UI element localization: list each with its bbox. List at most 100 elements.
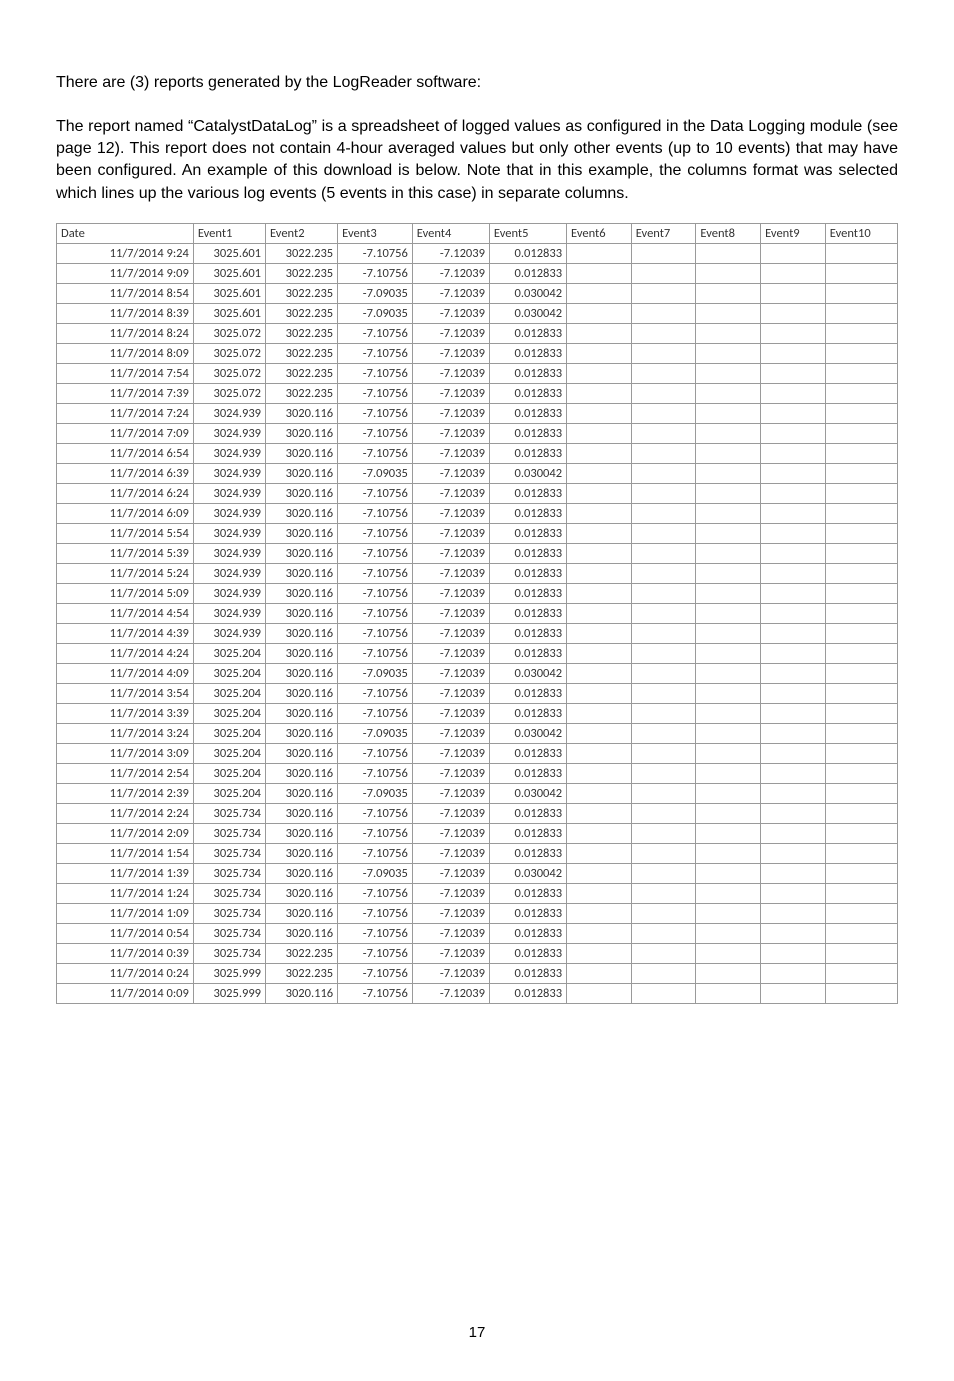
- table-cell: -7.12039: [412, 944, 489, 964]
- body-paragraph: The report named “CatalystDataLog” is a …: [56, 116, 898, 206]
- table-cell: [696, 784, 761, 804]
- table-cell: 11/7/2014 7:09: [57, 424, 194, 444]
- table-cell: 3022.235: [266, 944, 338, 964]
- table-cell: [696, 904, 761, 924]
- table-cell: [761, 564, 826, 584]
- table-cell: -7.10756: [338, 504, 413, 524]
- table-cell: 0.012833: [489, 344, 566, 364]
- table-cell: [761, 844, 826, 864]
- table-cell: [631, 264, 696, 284]
- table-header-cell: Event6: [567, 224, 632, 244]
- table-cell: 3020.116: [266, 504, 338, 524]
- table-cell: [696, 244, 761, 264]
- table-cell: [696, 444, 761, 464]
- table-header-cell: Event1: [193, 224, 265, 244]
- table-cell: 11/7/2014 7:54: [57, 364, 194, 384]
- table-cell: 11/7/2014 9:24: [57, 244, 194, 264]
- table-cell: [696, 864, 761, 884]
- table-cell: -7.12039: [412, 804, 489, 824]
- table-cell: 0.012833: [489, 824, 566, 844]
- table-cell: [825, 444, 897, 464]
- table-cell: 11/7/2014 2:09: [57, 824, 194, 844]
- table-cell: [825, 244, 897, 264]
- table-cell: 3020.116: [266, 984, 338, 1004]
- table-cell: 3024.939: [193, 424, 265, 444]
- table-cell: 0.012833: [489, 904, 566, 924]
- table-row: 11/7/2014 1:393025.7343020.116-7.09035-7…: [57, 864, 898, 884]
- table-cell: [761, 684, 826, 704]
- table-cell: 3025.204: [193, 784, 265, 804]
- table-cell: [631, 564, 696, 584]
- table-cell: 3024.939: [193, 624, 265, 644]
- table-row: 11/7/2014 7:393025.0723022.235-7.10756-7…: [57, 384, 898, 404]
- intro-paragraph: There are (3) reports generated by the L…: [56, 72, 898, 94]
- table-cell: 0.012833: [489, 384, 566, 404]
- table-cell: 3025.204: [193, 684, 265, 704]
- table-cell: -7.12039: [412, 624, 489, 644]
- table-cell: -7.10756: [338, 384, 413, 404]
- table-cell: 0.012833: [489, 604, 566, 624]
- table-cell: [825, 624, 897, 644]
- table-cell: -7.12039: [412, 324, 489, 344]
- table-row: 11/7/2014 7:093024.9393020.116-7.10756-7…: [57, 424, 898, 444]
- table-cell: -7.10756: [338, 984, 413, 1004]
- table-cell: 3020.116: [266, 764, 338, 784]
- table-cell: [696, 724, 761, 744]
- table-header-cell: Event3: [338, 224, 413, 244]
- table-cell: [696, 824, 761, 844]
- table-cell: 3025.999: [193, 964, 265, 984]
- table-cell: [761, 484, 826, 504]
- table-cell: 11/7/2014 3:39: [57, 704, 194, 724]
- table-cell: 3025.204: [193, 744, 265, 764]
- table-cell: 3022.235: [266, 304, 338, 324]
- table-row: 11/7/2014 6:243024.9393020.116-7.10756-7…: [57, 484, 898, 504]
- table-cell: [567, 864, 632, 884]
- table-cell: [631, 384, 696, 404]
- table-row: 11/7/2014 3:093025.2043020.116-7.10756-7…: [57, 744, 898, 764]
- table-cell: [567, 724, 632, 744]
- table-cell: [825, 744, 897, 764]
- table-cell: [567, 844, 632, 864]
- table-cell: -7.12039: [412, 644, 489, 664]
- table-cell: [825, 564, 897, 584]
- table-cell: [825, 404, 897, 424]
- table-cell: -7.10756: [338, 644, 413, 664]
- table-cell: -7.12039: [412, 784, 489, 804]
- table-row: 11/7/2014 2:093025.7343020.116-7.10756-7…: [57, 824, 898, 844]
- table-cell: 11/7/2014 9:09: [57, 264, 194, 284]
- table-cell: [567, 904, 632, 924]
- table-cell: -7.10756: [338, 844, 413, 864]
- table-cell: [825, 964, 897, 984]
- table-cell: 0.030042: [489, 464, 566, 484]
- table-cell: 11/7/2014 4:09: [57, 664, 194, 684]
- table-header-cell: Event5: [489, 224, 566, 244]
- table-cell: 3025.204: [193, 724, 265, 744]
- table-cell: [631, 704, 696, 724]
- table-cell: 3024.939: [193, 604, 265, 624]
- table-cell: -7.09035: [338, 284, 413, 304]
- table-cell: 0.012833: [489, 764, 566, 784]
- table-cell: [761, 624, 826, 644]
- table-cell: [567, 584, 632, 604]
- table-cell: 11/7/2014 4:24: [57, 644, 194, 664]
- table-cell: 3020.116: [266, 684, 338, 704]
- table-cell: 0.012833: [489, 944, 566, 964]
- table-cell: 3025.072: [193, 324, 265, 344]
- table-cell: [631, 944, 696, 964]
- table-row: 11/7/2014 6:093024.9393020.116-7.10756-7…: [57, 504, 898, 524]
- table-cell: -7.12039: [412, 924, 489, 944]
- table-cell: 11/7/2014 0:39: [57, 944, 194, 964]
- table-cell: 3025.072: [193, 364, 265, 384]
- table-cell: [567, 964, 632, 984]
- table-row: 11/7/2014 9:243025.6013022.235-7.10756-7…: [57, 244, 898, 264]
- table-cell: -7.12039: [412, 524, 489, 544]
- table-cell: 11/7/2014 1:09: [57, 904, 194, 924]
- table-cell: -7.10756: [338, 964, 413, 984]
- table-cell: [761, 304, 826, 324]
- table-cell: [631, 484, 696, 504]
- table-cell: [761, 444, 826, 464]
- table-cell: 0.012833: [489, 964, 566, 984]
- table-cell: [567, 704, 632, 724]
- table-cell: [696, 264, 761, 284]
- table-cell: -7.12039: [412, 564, 489, 584]
